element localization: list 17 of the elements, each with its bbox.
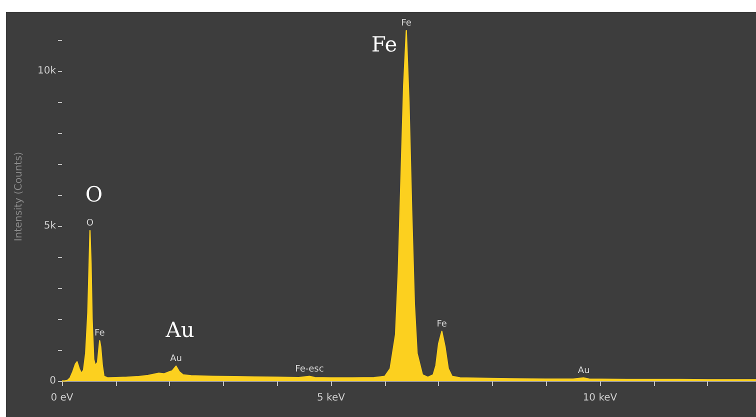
annotation: Au — [164, 318, 194, 342]
annotation: Fe-esc — [295, 364, 324, 374]
x-tick-label: 5 keV — [317, 392, 346, 404]
y-tick-label: 0 — [50, 376, 56, 386]
annotation: Fe — [94, 328, 106, 339]
annotation: O — [86, 218, 94, 229]
x-tick-label: 10 keV — [582, 392, 618, 404]
annotation: Au — [578, 366, 590, 376]
annotation: Au — [170, 354, 182, 364]
y-tick-label: 5k — [44, 220, 56, 232]
annotation: Fe — [436, 319, 448, 330]
y-tick-label: 10k — [37, 65, 56, 76]
x-tick-label: 0 eV — [50, 392, 74, 404]
annotation: O — [85, 182, 103, 207]
annotation: Fe — [401, 18, 412, 29]
y-axis-title: Intensity (Counts) — [14, 152, 24, 242]
annotation: Fe — [371, 32, 398, 57]
